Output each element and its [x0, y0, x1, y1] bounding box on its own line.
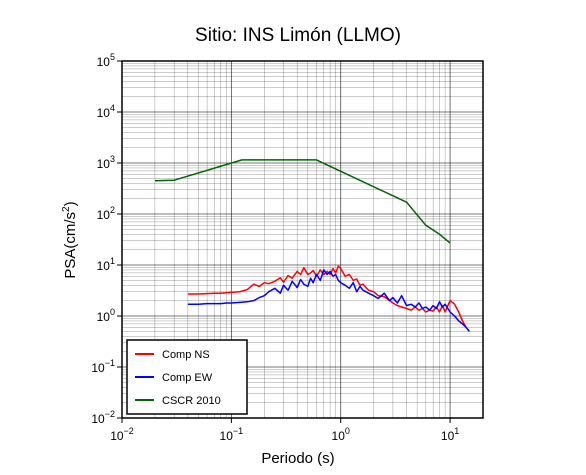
y-tick-base: 10	[97, 157, 111, 171]
series-line-2	[154, 159, 451, 244]
y-tick-base: 10	[97, 55, 111, 69]
y-tick-base: 10	[97, 259, 111, 273]
y-tick-exp: 3	[110, 154, 115, 164]
y-tick-label: 103	[97, 154, 115, 171]
y-tick-exp: 5	[110, 52, 115, 62]
y-tick-label: 102	[97, 205, 115, 222]
x-axis-label: Periodo (s)	[261, 450, 334, 467]
x-tick-label: 100	[332, 426, 350, 443]
legend-label-1: Comp EW	[162, 372, 213, 384]
series-line-1	[187, 269, 470, 332]
legend-label-2: CSCR 2010	[162, 395, 221, 407]
y-tick-base: 10	[97, 208, 111, 222]
series-line-0	[187, 265, 470, 332]
y-tick-exp: 4	[110, 103, 115, 113]
y-axis-label-base: PSA(cm/s	[62, 212, 79, 279]
y-tick-exp: 1	[110, 256, 115, 266]
y-tick-label: 100	[97, 307, 115, 324]
y-tick-base: 10	[97, 106, 111, 120]
y-axis-label-close: )	[62, 201, 79, 206]
y-tick-exp: −2	[105, 409, 115, 419]
x-tick-label: 10−2	[110, 426, 134, 443]
x-tick-exp: 1	[454, 426, 459, 436]
legend: Comp NS Comp EW CSCR 2010	[126, 339, 248, 415]
y-tick-exp: 0	[110, 307, 115, 317]
plot-frame	[121, 60, 484, 419]
series-lines	[154, 159, 470, 332]
y-axis-label-exp: 2	[61, 206, 72, 212]
y-tick-label: 10−1	[91, 358, 115, 375]
y-tick-label: 101	[97, 256, 115, 273]
y-tick-exp: −1	[105, 358, 115, 368]
y-tick-base: 10	[91, 412, 105, 426]
x-tick-label: 101	[441, 426, 459, 443]
y-axis-label: PSA(cm/s2)	[61, 201, 79, 278]
x-tick-exp: −1	[233, 426, 243, 436]
x-tick-base: 10	[441, 429, 455, 443]
x-tick-exp: 0	[345, 426, 350, 436]
y-tick-label: 105	[97, 52, 115, 69]
y-tick-label: 10−2	[91, 409, 115, 426]
x-tick-labels: 10−2 10−1 100 101	[110, 418, 459, 443]
x-tick-exp: −2	[124, 426, 134, 436]
legend-label-0: Comp NS	[162, 349, 210, 361]
x-tick-base: 10	[110, 429, 124, 443]
x-tick-base: 10	[220, 429, 234, 443]
y-tick-base: 10	[97, 310, 111, 324]
chart-title: Sitio: INS Limón (LLMO)	[195, 25, 401, 46]
x-tick-label: 10−1	[220, 426, 244, 443]
y-tick-base: 10	[91, 361, 105, 375]
x-tick-base: 10	[332, 429, 346, 443]
y-tick-label: 104	[97, 103, 115, 120]
grid	[121, 61, 484, 419]
y-tick-exp: 2	[110, 205, 115, 215]
